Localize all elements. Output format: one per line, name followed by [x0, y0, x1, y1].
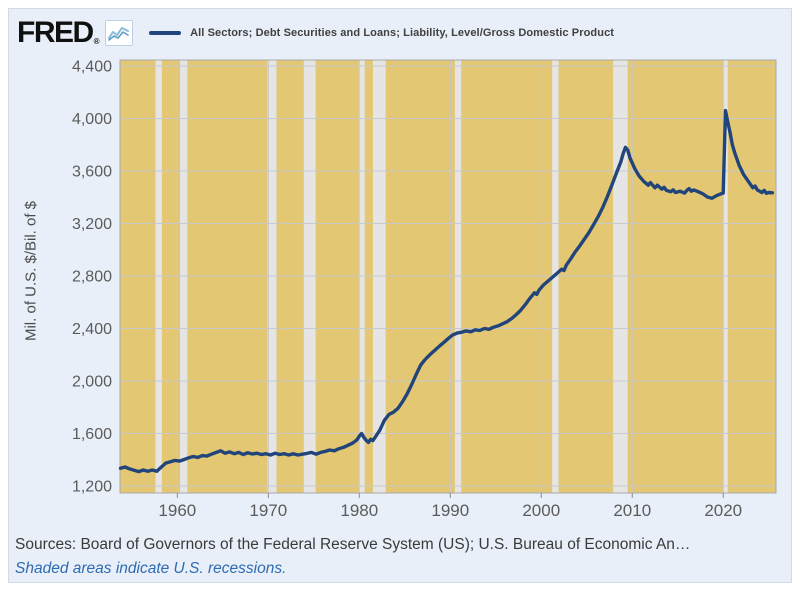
fred-logo-text: FRED — [17, 16, 94, 49]
y-tick-label: 2,000 — [72, 374, 112, 391]
x-tick-label: 1960 — [158, 501, 196, 520]
y-tick-label: 3,200 — [72, 216, 112, 233]
plot-border — [119, 59, 777, 494]
y-tick-label: 2,400 — [72, 321, 112, 338]
fred-chart-panel: 1,200 1,600 2,000 2,400 2,800 3,200 3,600 4,000… — [8, 8, 792, 583]
legend-series-label: All Sectors; Debt Securities and Loans; … — [190, 27, 615, 39]
y-tick-label: 4,000 — [72, 111, 112, 128]
y-tick-label: 4,400 — [72, 59, 112, 76]
y-tick-label: 1,600 — [72, 426, 112, 443]
chart-header: FRED ® All Sectors; Debt Securities and … — [17, 15, 614, 51]
x-tick-label: 1970 — [249, 501, 287, 520]
legend-line-swatch — [149, 31, 182, 35]
fred-logo[interactable]: FRED ® — [17, 16, 100, 49]
y-tick-label: 1,200 — [72, 479, 112, 496]
recession-note-link[interactable]: Shaded areas indicate U.S. recessions. — [15, 560, 287, 577]
legend: All Sectors; Debt Securities and Loans; … — [149, 27, 614, 39]
x-tick-label: 1980 — [340, 501, 378, 520]
mini-line-chart-icon — [105, 20, 134, 46]
y-tick-label: 2,800 — [72, 269, 112, 286]
x-tick-label: 2020 — [704, 501, 742, 520]
y-axis-title: Mil. of U.S. $/Bil. of $ — [22, 200, 40, 342]
data-line[interactable] — [118, 108, 775, 474]
x-tick-label: 1990 — [431, 501, 469, 520]
x-tick-label: 2010 — [613, 501, 651, 520]
x-tick-label: 2000 — [522, 501, 560, 520]
chart-canvas[interactable]: 1,200 1,600 2,000 2,400 2,800 3,200 3,600 4,000… — [9, 9, 793, 584]
registered-mark: ® — [93, 37, 100, 46]
y-tick-label: 3,600 — [72, 164, 112, 181]
sources-text: Sources: Board of Governors of the Feder… — [15, 536, 691, 553]
